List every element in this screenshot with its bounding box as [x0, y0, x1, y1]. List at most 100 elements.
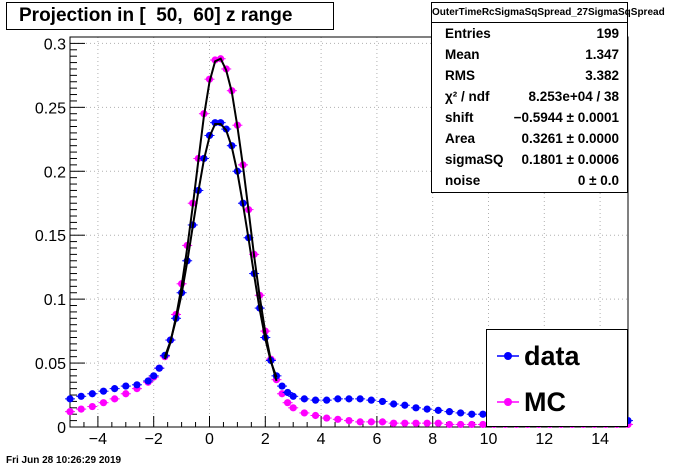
data-point: [155, 364, 163, 372]
y-tick-label: 0.25: [35, 100, 66, 117]
data-point: [378, 397, 387, 406]
data-point: [412, 404, 420, 412]
data-point: [378, 418, 387, 426]
stats-value: 8.253e+04 / 38: [528, 89, 619, 104]
data-point: [278, 390, 286, 398]
data-point: [150, 372, 158, 380]
data-point: [284, 399, 292, 407]
stats-value: 0.1801 ± 0.0006: [521, 152, 620, 167]
data-point: [278, 382, 286, 390]
data-point: [367, 418, 375, 426]
data-point: [122, 382, 130, 390]
data-point: [334, 395, 342, 403]
data-point: [345, 417, 353, 425]
data-point: [479, 410, 487, 418]
data-point: [401, 419, 409, 427]
x-tick-label: 4: [317, 431, 326, 448]
stats-row-rms: RMS 3.382: [432, 65, 627, 86]
data-point: [311, 411, 320, 420]
x-tick-label: 6: [372, 431, 381, 448]
data-point: [468, 410, 476, 418]
data-point: [323, 396, 331, 404]
x-tick-label: 2: [261, 431, 270, 448]
data-point: [445, 420, 454, 429]
data-point: [77, 405, 85, 413]
data-point: [334, 415, 342, 423]
data-point: [423, 405, 431, 413]
stats-value: 0 ± 0.0: [577, 173, 619, 188]
x-tick-label: −2: [145, 431, 163, 448]
data-point: [77, 392, 85, 400]
stats-row-sigmasq: sigmaSQ 0.1801 ± 0.0006: [432, 149, 627, 170]
stats-value: 0.3261 ± 0.0000: [521, 131, 620, 146]
stats-value: 199: [596, 26, 619, 41]
data-point: [111, 385, 119, 393]
x-tick-label: 14: [591, 431, 609, 448]
data-point: [457, 409, 465, 417]
data-point: [434, 406, 442, 414]
data-point: [211, 56, 219, 64]
data-point: [356, 418, 364, 426]
data-point: [367, 396, 375, 404]
stats-label: Mean: [445, 47, 480, 62]
x-tick-label: 10: [480, 431, 498, 448]
fit-curve-0: [163, 57, 278, 382]
stats-row-noise: noise 0 ± 0.0: [432, 170, 627, 191]
stats-label: shift: [445, 110, 474, 125]
legend-label-mc: MC: [524, 387, 566, 417]
stats-label: RMS: [445, 68, 475, 83]
x-tick-label: 0: [205, 431, 214, 448]
data-point: [412, 419, 420, 427]
y-tick-label: 0.3: [44, 36, 66, 53]
stats-label: sigmaSQ: [445, 152, 504, 167]
data-point: [390, 419, 398, 427]
legend: data MC: [486, 329, 628, 427]
x-tick-label: −4: [89, 431, 107, 448]
data-point: [99, 399, 108, 407]
stats-row-mean: Mean 1.347: [432, 44, 627, 65]
stats-value: 1.347: [585, 47, 619, 62]
data-point: [122, 390, 130, 398]
stats-row-entries: Entries 199: [432, 23, 627, 44]
data-point: [468, 420, 476, 429]
stats-title: OuterTimeRcSigmaSqSpread_27SigmaSqSpread: [432, 3, 665, 23]
data-point: [88, 402, 96, 411]
stats-label: noise: [445, 173, 481, 188]
legend-item-mc: MC: [487, 382, 627, 422]
data-point: [99, 387, 108, 395]
data-point: [434, 419, 442, 427]
stats-label: χ² / ndf: [445, 89, 490, 104]
chart-title: Projection in [ 50, 60] z range: [6, 2, 334, 30]
data-point: [133, 381, 141, 389]
data-point: [445, 408, 454, 416]
data-point: [401, 401, 409, 409]
stats-label: Area: [445, 131, 476, 146]
legend-label-data: data: [524, 341, 580, 371]
data-point: [323, 414, 331, 422]
x-tick-label: 12: [535, 431, 553, 448]
stats-row-area: Area 0.3261 ± 0.0000: [432, 128, 627, 149]
y-tick-label: 0.2: [44, 164, 66, 181]
data-point: [289, 404, 297, 412]
stats-row-chi2: χ² / ndf 8.253e+04 / 38: [432, 86, 627, 107]
stats-value: 3.382: [585, 68, 619, 83]
x-tick-label: 8: [428, 431, 437, 448]
data-point: [457, 420, 465, 429]
stats-value: −0.5944 ± 0.0001: [513, 110, 619, 125]
data-point: [300, 395, 308, 403]
data-point: [300, 409, 308, 417]
data-point: [356, 395, 364, 403]
legend-marker-data: [497, 352, 519, 360]
data-point: [284, 388, 292, 397]
legend-marker-mc: [497, 398, 519, 406]
y-tick-label: 0.1: [44, 292, 66, 309]
data-point: [345, 395, 353, 403]
legend-item-data: data: [487, 336, 627, 376]
y-tick-label: 0: [57, 420, 66, 437]
stats-row-shift: shift −0.5944 ± 0.0001: [432, 107, 627, 128]
data-point: [66, 408, 74, 416]
data-point: [311, 396, 320, 404]
data-point: [88, 390, 96, 398]
data-point: [289, 392, 297, 400]
timestamp-footer: Fri Jun 28 10:26:29 2019: [6, 455, 122, 466]
